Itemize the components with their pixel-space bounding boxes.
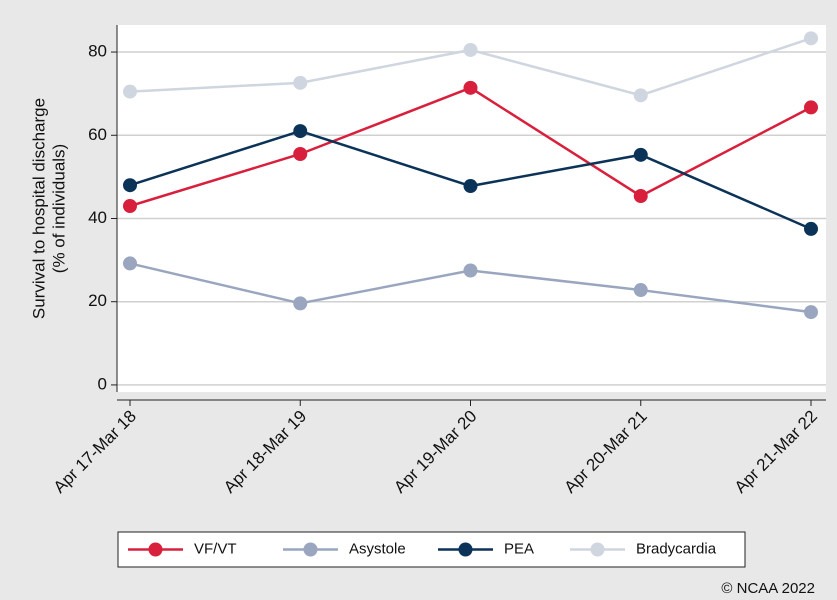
footer: © NCAA 2022 [721, 580, 815, 597]
data-point [633, 189, 648, 204]
legend-label: Asystole [349, 540, 406, 557]
legend-marker [458, 542, 473, 557]
data-point [463, 80, 478, 95]
legend-label: Bradycardia [636, 540, 717, 557]
y-tick-label: 20 [88, 291, 107, 310]
data-point [804, 221, 818, 236]
plot-area [117, 25, 826, 392]
data-point [123, 178, 137, 193]
y-axis-title: (% of individuals) [49, 144, 68, 273]
legend-box [117, 531, 746, 568]
data-point [123, 199, 137, 214]
data-point [123, 256, 137, 271]
data-point [123, 84, 137, 99]
data-point [804, 305, 818, 320]
data-point [293, 75, 308, 90]
y-tick-label: 60 [88, 125, 107, 144]
y-tick-label: 80 [88, 42, 107, 61]
legend-label: PEA [504, 540, 534, 557]
data-point [463, 179, 478, 194]
data-point [804, 100, 818, 115]
data-point [633, 147, 648, 162]
data-point [463, 42, 478, 57]
data-point [293, 146, 308, 161]
data-point [633, 88, 648, 103]
data-point [293, 124, 308, 139]
legend-marker [590, 542, 605, 557]
legend-marker [303, 542, 318, 557]
data-point [463, 263, 478, 278]
y-tick-label: 40 [88, 208, 107, 227]
y-axis-title: Survival to hospital discharge [29, 98, 48, 319]
data-point [293, 296, 308, 311]
legend-label: VF/VT [194, 540, 237, 557]
y-tick-label: 0 [98, 374, 107, 393]
data-point [633, 283, 648, 298]
data-point [804, 31, 818, 46]
legend-marker [148, 542, 163, 557]
